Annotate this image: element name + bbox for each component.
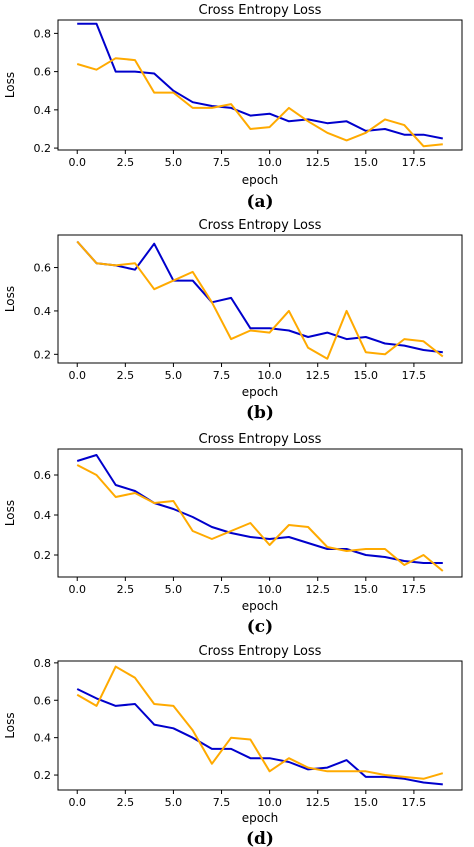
chart-panel: Cross Entropy Loss 0.0 2.5 5.0 7.5 10.0 12.5 15… — [3, 644, 463, 847]
chart-panel: Cross Entropy Loss 0.0 2.5 5.0 7.5 10.0 12.5 15… — [3, 432, 463, 637]
x-axis-label: epoch — [242, 811, 279, 825]
plot-frame — [57, 19, 463, 151]
series-line-1 — [76, 240, 443, 354]
chart-panel: Cross Entropy Loss 0.0 2.5 5.0 7.5 10.0 12.5 15… — [3, 3, 463, 212]
x-tick-label: 10.0 — [257, 369, 282, 382]
chart-panel: Cross Entropy Loss 0.0 2.5 5.0 7.5 10.0 12.5 15… — [3, 218, 463, 423]
y-tick-label: 0.2 — [34, 769, 52, 782]
x-tick-label: 0.0 — [68, 583, 86, 596]
x-axis-label: epoch — [242, 385, 279, 399]
x-tick-label: 17.5 — [402, 583, 427, 596]
x-tick-label: 2.5 — [117, 156, 135, 169]
chart-title: Cross Entropy Loss — [199, 644, 322, 659]
plot-frame — [57, 448, 463, 578]
x-tick-label: 12.5 — [305, 156, 330, 169]
y-tick-label: 0.4 — [34, 509, 52, 522]
x-tick-label: 2.5 — [117, 583, 135, 596]
series-line-2 — [76, 240, 444, 360]
series-line-1 — [77, 22, 443, 140]
x-tick-label: 12.5 — [305, 796, 330, 809]
y-tick-label: 0.8 — [34, 657, 52, 670]
panel-label: (c) — [247, 617, 273, 637]
x-tick-label: 2.5 — [117, 369, 135, 382]
panel-label: (d) — [246, 829, 274, 847]
y-tick-label: 0.6 — [34, 262, 52, 275]
series-line-2 — [76, 665, 444, 780]
x-tick-label: 2.5 — [117, 796, 135, 809]
y-tick-label: 0.2 — [34, 549, 52, 562]
y-tick-label: 0.4 — [34, 104, 52, 117]
y-tick-label: 0.8 — [34, 27, 52, 40]
x-tick-label: 15.0 — [354, 156, 379, 169]
x-tick-label: 12.5 — [305, 369, 330, 382]
y-axis-label: Loss — [3, 500, 17, 526]
x-tick-label: 5.0 — [165, 796, 183, 809]
x-tick-label: 5.0 — [165, 156, 183, 169]
y-tick-label: 0.4 — [34, 305, 52, 318]
y-axis-label: Loss — [3, 712, 17, 738]
x-tick-label: 5.0 — [165, 583, 183, 596]
chart-title: Cross Entropy Loss — [199, 432, 322, 447]
y-axis-label: Loss — [3, 72, 17, 98]
x-tick-label: 0.0 — [68, 156, 86, 169]
panel-label: (b) — [246, 403, 274, 423]
y-tick-label: 0.6 — [34, 469, 52, 482]
x-tick-label: 17.5 — [402, 156, 427, 169]
series-line-2 — [76, 57, 443, 148]
x-tick-label: 7.5 — [213, 796, 231, 809]
x-tick-label: 17.5 — [402, 796, 427, 809]
x-tick-label: 17.5 — [402, 369, 427, 382]
x-tick-label: 10.0 — [257, 796, 282, 809]
x-tick-label: 15.0 — [354, 796, 379, 809]
plot-frame — [57, 660, 463, 791]
x-tick-label: 7.5 — [213, 156, 231, 169]
x-tick-label: 0.0 — [68, 369, 86, 382]
x-tick-label: 15.0 — [354, 583, 379, 596]
x-tick-label: 0.0 — [68, 796, 86, 809]
x-tick-label: 10.0 — [257, 583, 282, 596]
x-tick-label: 7.5 — [213, 369, 231, 382]
y-tick-label: 0.6 — [34, 694, 52, 707]
y-axis-label: Loss — [3, 286, 17, 312]
y-tick-label: 0.2 — [34, 348, 52, 361]
x-tick-label: 10.0 — [257, 156, 282, 169]
y-tick-label: 0.4 — [34, 732, 52, 745]
x-tick-label: 5.0 — [165, 369, 183, 382]
y-tick-label: 0.6 — [34, 66, 52, 79]
x-tick-label: 7.5 — [213, 583, 231, 596]
x-tick-label: 15.0 — [354, 369, 379, 382]
chart-title: Cross Entropy Loss — [199, 3, 322, 18]
chart-title: Cross Entropy Loss — [199, 218, 322, 233]
x-axis-label: epoch — [242, 599, 279, 613]
panel-label: (a) — [246, 192, 273, 212]
series-line-1 — [76, 688, 443, 786]
series-line-2 — [76, 464, 444, 572]
series-line-1 — [76, 454, 443, 564]
y-tick-label: 0.2 — [34, 142, 52, 155]
x-axis-label: epoch — [242, 173, 279, 187]
x-tick-label: 12.5 — [305, 583, 330, 596]
plot-frame — [57, 234, 463, 364]
